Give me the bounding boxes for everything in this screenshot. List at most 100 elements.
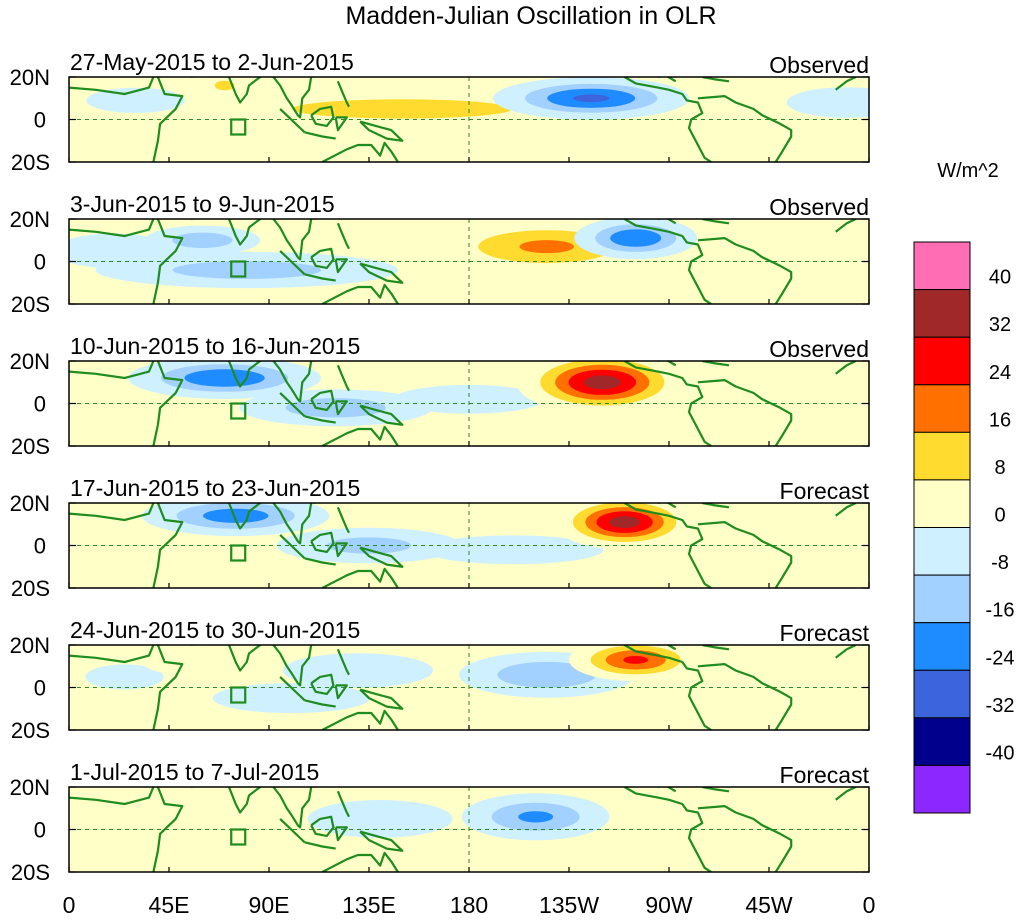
coastline: [152, 219, 184, 304]
colorbar-swatch: [913, 717, 971, 766]
coastline: [657, 645, 677, 651]
coastline: [310, 673, 335, 695]
panel-period: 17-Jun-2015 to 23-Jun-2015: [70, 475, 360, 501]
colorbar-label: 40: [989, 267, 1011, 289]
anomaly-contour: [423, 535, 604, 565]
colorbar-swatch: [913, 241, 971, 291]
coastline: [359, 688, 404, 710]
y-tick-label: 20S: [11, 718, 50, 743]
coastline: [697, 95, 793, 162]
panel-period: 27-May-2015 to 2-Jun-2015: [70, 49, 354, 75]
colorbar-label: -24: [986, 647, 1015, 669]
colorbar-swatch: [913, 622, 971, 671]
panel-period: 1-Jul-2015 to 7-Jul-2015: [70, 759, 319, 785]
anomaly-contour: [583, 375, 621, 390]
x-tick-label: 135W: [539, 892, 599, 918]
anomaly-contour: [172, 261, 321, 279]
coastline: [624, 219, 712, 304]
anomaly-contour: [214, 80, 235, 91]
coastline: [279, 534, 306, 560]
anomaly-contour: [623, 656, 649, 664]
coastline: [697, 805, 793, 872]
coastline: [152, 645, 184, 730]
coastline: [321, 851, 399, 872]
coastline: [152, 503, 184, 588]
coastline: [152, 77, 184, 162]
colorbar-swatch: [913, 336, 971, 386]
coastline: [359, 262, 404, 284]
coastline: [359, 404, 404, 426]
coastline: [272, 787, 313, 829]
coastline: [359, 546, 404, 568]
coastline: [310, 247, 335, 269]
x-tick-label: 0: [63, 892, 76, 918]
coastline: [334, 400, 348, 416]
coastline: [624, 361, 712, 446]
colorbar: W/m^2 40 32 24 16 8 0 -8 -16 -24 -32 -40: [913, 160, 1015, 814]
coastline: [321, 283, 399, 304]
anomaly-contour: [203, 508, 269, 523]
y-tick-label: 20N: [10, 65, 50, 90]
map-panel: 20N 0 20S 10-Jun-2015 to 16-Jun-2015 Observe…: [10, 333, 870, 459]
panel-period: 10-Jun-2015 to 16-Jun-2015: [70, 333, 360, 359]
region-box: [230, 686, 247, 704]
coastline: [336, 648, 350, 676]
anomaly-contour: [609, 516, 640, 528]
x-tick-label: 90E: [249, 892, 290, 918]
y-tick-label: 20S: [11, 150, 50, 175]
y-tick-label: 20S: [11, 434, 50, 459]
colorbar-swatch: [913, 764, 971, 814]
anomaly-contour: [497, 661, 597, 688]
colorbar-swatch: [913, 527, 971, 576]
coastline: [321, 709, 399, 730]
coastline: [279, 676, 306, 702]
region-box: [230, 402, 247, 420]
coastline: [279, 108, 306, 134]
coastline: [226, 645, 263, 672]
coastline: [321, 141, 399, 162]
panel-kind: Observed: [769, 194, 869, 220]
colorbar-swatch: [913, 431, 971, 481]
coastline: [69, 77, 155, 96]
anomaly-contour: [136, 788, 269, 820]
coastline: [336, 506, 350, 534]
coastline: [624, 645, 712, 730]
y-tick-label: 20N: [10, 207, 50, 232]
coastline: [279, 818, 306, 844]
coastline: [272, 645, 313, 687]
colorbar-swatch: [913, 479, 971, 528]
coastline: [310, 389, 335, 411]
anomaly-contour: [184, 369, 265, 387]
coastline: [272, 361, 313, 403]
x-tick-label: 0: [863, 892, 876, 918]
colorbar-swatch: [913, 574, 971, 624]
y-tick-label: 20N: [10, 775, 50, 800]
colorbar-swatch: [913, 289, 971, 338]
coastline: [226, 77, 263, 104]
coastline: [697, 237, 793, 304]
panel-kind: Observed: [769, 336, 869, 362]
panel-period: 3-Jun-2015 to 9-Jun-2015: [70, 191, 335, 217]
coastline: [226, 361, 263, 388]
coastline: [336, 790, 350, 818]
coastline: [152, 787, 184, 872]
map-panel: 20N 0 20S 17-Jun-2015 to 23-Jun-2015 Forecas…: [10, 475, 870, 601]
panel-kind: Forecast: [780, 620, 870, 646]
anomaly-contour: [610, 229, 662, 247]
colorbar-units: W/m^2: [937, 160, 999, 182]
anomaly-contour: [172, 232, 233, 248]
coastline: [279, 392, 306, 418]
panel-kind: Forecast: [780, 762, 870, 788]
coastline: [336, 80, 350, 108]
coastline: [359, 830, 404, 852]
coastline: [279, 250, 306, 276]
coastline: [272, 77, 313, 119]
colorbar-label: 16: [989, 409, 1011, 431]
y-tick-label: 20S: [11, 292, 50, 317]
coastline: [334, 116, 348, 132]
coastline: [272, 503, 313, 545]
coastline: [835, 503, 857, 517]
coastline: [304, 557, 336, 566]
map-panel: 20N 0 20S 1-Jul-2015 to 7-Jul-2015 Forecast: [10, 759, 870, 885]
